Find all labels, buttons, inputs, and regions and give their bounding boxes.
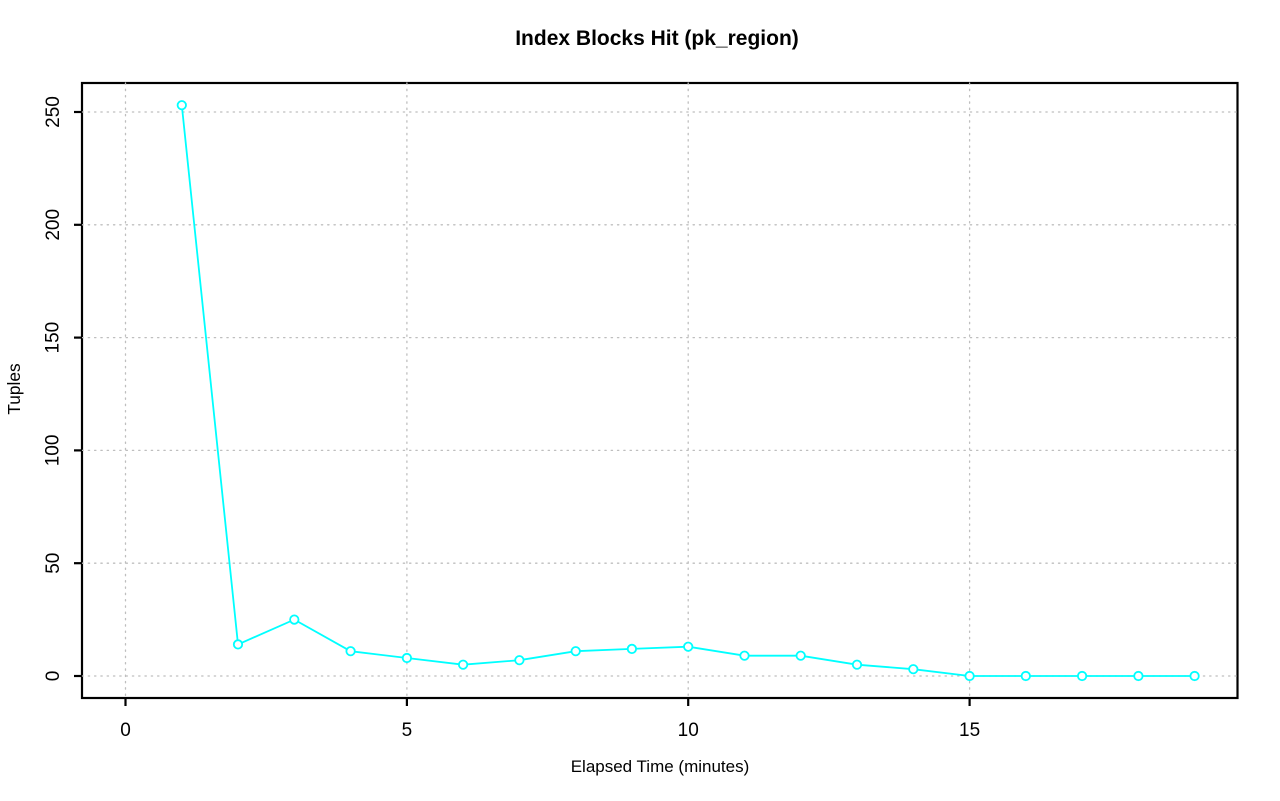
- svg-text:Elapsed Time (minutes): Elapsed Time (minutes): [571, 757, 750, 776]
- svg-text:Tuples: Tuples: [4, 363, 24, 415]
- svg-text:Index Blocks Hit (pk_region): Index Blocks Hit (pk_region): [515, 27, 799, 50]
- svg-text:250: 250: [43, 96, 64, 128]
- svg-text:100: 100: [43, 435, 64, 467]
- svg-text:200: 200: [43, 209, 64, 241]
- svg-text:15: 15: [959, 720, 980, 741]
- svg-text:0: 0: [120, 720, 131, 741]
- svg-text:50: 50: [43, 553, 64, 574]
- svg-text:10: 10: [678, 720, 699, 741]
- svg-text:0: 0: [43, 671, 64, 682]
- svg-text:150: 150: [42, 322, 63, 354]
- svg-text:5: 5: [402, 720, 413, 741]
